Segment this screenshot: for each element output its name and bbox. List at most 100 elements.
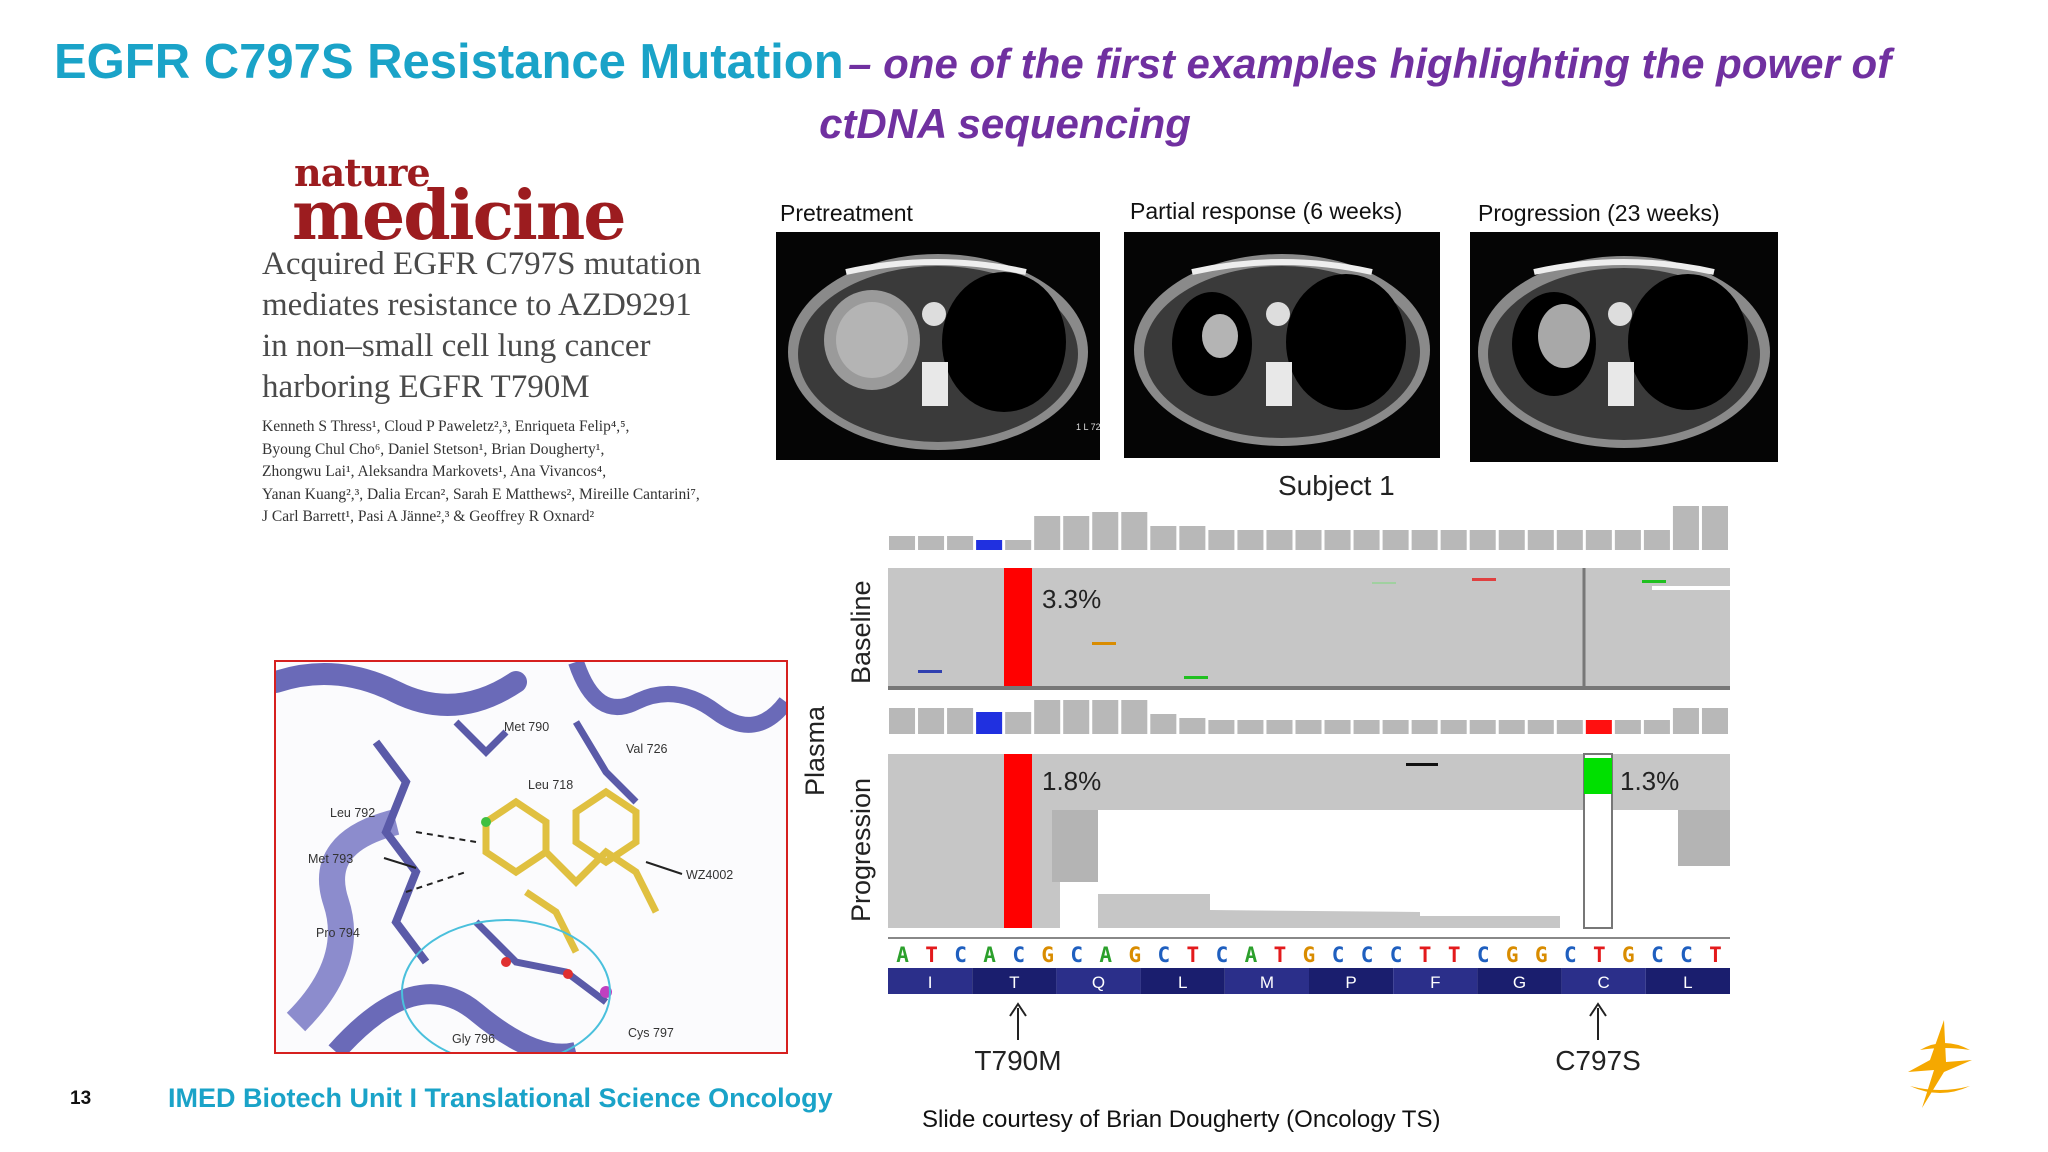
coverage-bar	[1701, 708, 1728, 734]
coverage-bar	[1527, 720, 1554, 734]
amino-acid-label: T	[1009, 973, 1019, 992]
scan-label-progression: Progression (23 weeks)	[1478, 200, 1720, 226]
sequence-base: C	[1477, 943, 1490, 967]
sequence-base: T	[1419, 943, 1432, 967]
sequence-base: C	[1564, 943, 1577, 967]
astrazeneca-logo	[1900, 1016, 1980, 1112]
residue-label: Met 790	[504, 720, 550, 734]
amino-acid-label: F	[1430, 973, 1440, 992]
coverage-bar	[1237, 720, 1264, 734]
sequence-base: G	[1535, 943, 1548, 967]
subject-label: Subject 1	[1278, 470, 1395, 501]
title-subtitle: – one of the first examples highlighting…	[848, 40, 1892, 87]
coverage-bar	[1643, 720, 1670, 734]
author-line: Yanan Kuang²,³, Dalia Ercan², Sarah E Ma…	[262, 485, 700, 503]
footer-unit-text: IMED Biotech Unit I Translational Scienc…	[168, 1083, 833, 1113]
coverage-bar	[1411, 720, 1438, 734]
coverage-bar	[918, 536, 945, 550]
paper-title-line: in non–small cell lung cancer	[262, 328, 651, 364]
amino-acid-cell	[1477, 968, 1562, 994]
amino-acid-label: P	[1345, 973, 1356, 992]
coverage-bar	[918, 708, 945, 734]
coverage-bar	[1121, 512, 1148, 550]
paper-title-line: harboring EGFR T790M	[262, 369, 590, 405]
progression-reads-left	[888, 810, 1060, 928]
t790m-arrowhead	[1009, 1002, 1027, 1017]
marker-c797s: C797S	[1555, 1045, 1641, 1076]
sequence-base: C	[1361, 943, 1374, 967]
progression-t790m-pct: 1.8%	[1042, 766, 1101, 796]
progression-t790m-column	[1004, 754, 1032, 928]
progression-reads-taper	[1098, 894, 1560, 928]
coverage-bar	[1034, 700, 1061, 734]
amino-acid-cell	[1056, 968, 1141, 994]
coverage-bar	[1295, 720, 1322, 734]
coverage-bar	[1614, 530, 1641, 550]
baseline-t790m-pct: 3.3%	[1042, 584, 1101, 614]
amino-acid-label: I	[928, 973, 933, 992]
coverage-bar	[1469, 530, 1496, 550]
amino-acid-cell	[1140, 968, 1225, 994]
amino-acid-cell	[1224, 968, 1309, 994]
sequence-base: A	[983, 943, 996, 967]
sequence-base: A	[896, 943, 909, 967]
amino-acid-label: G	[1513, 973, 1526, 992]
sequence-base: G	[1303, 943, 1316, 967]
amino-acid-label: M	[1260, 973, 1274, 992]
coverage-bar	[1701, 506, 1728, 550]
coverage-bar	[1672, 708, 1699, 734]
sequence-base: T	[1709, 943, 1722, 967]
read-mismatch	[1092, 642, 1116, 645]
egfr-structure-image: Met 790 Val 726 Leu 718 Leu 792 Met 793 …	[274, 660, 788, 1054]
read-deletion	[1406, 763, 1438, 766]
sequence-base: G	[1041, 943, 1054, 967]
author-line: Zhongwu Lai¹, Aleksandra Markovets¹, Ana…	[262, 463, 607, 480]
residue-label: Pro 794	[316, 926, 360, 940]
ct-scan-partial-response	[1124, 232, 1440, 458]
sequence-base: G	[1622, 943, 1635, 967]
slide-courtesy: Slide courtesy of Brian Dougherty (Oncol…	[922, 1106, 1441, 1133]
coverage-bar	[1498, 530, 1525, 550]
sequence-base: A	[1245, 943, 1258, 967]
progression-reads-block	[1052, 810, 1098, 882]
amino-acid-cell	[1309, 968, 1394, 994]
sequence-base: T	[1187, 943, 1200, 967]
coverage-bar	[1208, 530, 1235, 550]
coverage-bar	[1324, 530, 1351, 550]
marker-t790m: T790M	[974, 1045, 1061, 1076]
coverage-bar	[1585, 530, 1612, 550]
track-divider	[888, 686, 1730, 690]
ct-scan-progression	[1470, 232, 1778, 462]
amino-acid-label: L	[1178, 973, 1187, 992]
residue-label: Cys 797	[628, 1026, 674, 1040]
paper-title: Acquired EGFR C797S mutation mediates re…	[262, 244, 782, 408]
read-mismatch	[918, 670, 942, 673]
amino-acid-label: C	[1598, 973, 1610, 992]
coverage-bar	[1411, 530, 1438, 550]
coverage-bar	[1266, 720, 1293, 734]
sequence-base: C	[1216, 943, 1229, 967]
progression-c797s-pct: 1.3%	[1620, 766, 1679, 796]
coverage-bar	[1295, 530, 1322, 550]
baseline-label: Baseline	[846, 580, 876, 684]
coverage-bar	[1208, 720, 1235, 734]
coverage-bar	[1643, 530, 1670, 550]
progression-c797s-mutation	[1584, 758, 1612, 794]
read-mismatch	[1472, 578, 1496, 581]
amino-acid-cell	[888, 968, 973, 994]
coverage-bar	[1266, 530, 1293, 550]
amino-acid-cell	[1645, 968, 1730, 994]
coverage-bar	[1556, 720, 1583, 734]
coverage-bar	[1150, 714, 1177, 734]
scan-label-pretreatment: Pretreatment	[780, 200, 913, 226]
author-line: J Carl Barrett¹, Pasi A Jänne²,³ & Geoff…	[262, 508, 595, 525]
coverage-bar	[889, 708, 916, 734]
sequence-base: C	[1390, 943, 1403, 967]
sequence-base: C	[1157, 943, 1170, 967]
coverage-bar	[1672, 506, 1699, 550]
coverage-bar	[1469, 720, 1496, 734]
paper-title-line: Acquired EGFR C797S mutation	[262, 246, 702, 282]
